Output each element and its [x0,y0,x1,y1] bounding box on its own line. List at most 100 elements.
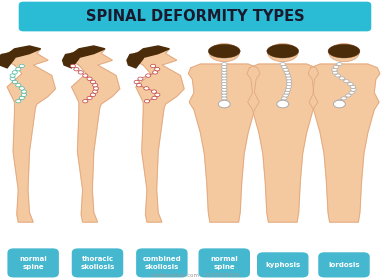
Ellipse shape [209,44,239,62]
Ellipse shape [222,97,227,100]
Text: lordosis: lordosis [328,262,360,268]
Ellipse shape [155,67,160,71]
Polygon shape [308,64,380,222]
Text: SPINAL DEFORMITY TYPES: SPINAL DEFORMITY TYPES [86,9,304,24]
Ellipse shape [134,80,139,84]
Ellipse shape [341,97,347,100]
Ellipse shape [339,77,345,80]
Ellipse shape [285,88,291,91]
FancyBboxPatch shape [19,2,371,31]
Ellipse shape [286,83,292,86]
Ellipse shape [90,80,96,84]
Ellipse shape [283,68,289,71]
Ellipse shape [329,44,359,62]
Ellipse shape [280,62,285,66]
Text: shutterstock.com · 2173375419: shutterstock.com · 2173375419 [151,273,239,278]
Ellipse shape [93,90,98,93]
FancyBboxPatch shape [257,252,308,277]
FancyBboxPatch shape [7,248,59,277]
Ellipse shape [286,80,292,83]
Ellipse shape [144,99,150,103]
Ellipse shape [78,71,83,74]
Ellipse shape [222,91,227,94]
Ellipse shape [267,44,299,58]
Ellipse shape [138,77,143,80]
Ellipse shape [346,94,351,97]
Ellipse shape [83,74,88,77]
Ellipse shape [333,100,346,108]
Polygon shape [247,64,319,222]
Ellipse shape [151,90,157,93]
Ellipse shape [286,77,291,80]
Ellipse shape [19,64,25,68]
Text: normal
spine: normal spine [210,256,238,270]
Ellipse shape [10,74,15,77]
Ellipse shape [16,67,21,71]
Text: kyphosis: kyphosis [265,262,300,268]
Ellipse shape [87,77,92,80]
Ellipse shape [284,91,290,94]
Ellipse shape [337,100,342,103]
Ellipse shape [277,100,289,108]
Ellipse shape [19,87,25,90]
Ellipse shape [222,100,227,103]
Ellipse shape [222,80,227,83]
Ellipse shape [12,71,18,74]
Ellipse shape [222,66,227,68]
Ellipse shape [222,77,227,80]
Polygon shape [127,53,143,68]
Polygon shape [63,53,79,68]
Polygon shape [135,46,169,58]
Polygon shape [136,49,184,222]
Ellipse shape [332,68,337,71]
FancyBboxPatch shape [136,248,188,277]
Ellipse shape [222,68,227,71]
Ellipse shape [328,44,360,58]
Ellipse shape [222,83,227,86]
Ellipse shape [344,80,349,83]
Ellipse shape [94,87,99,90]
Ellipse shape [74,67,79,71]
Ellipse shape [19,96,25,100]
Ellipse shape [222,94,227,97]
Ellipse shape [222,85,227,88]
FancyBboxPatch shape [72,248,123,277]
Ellipse shape [283,94,289,97]
Polygon shape [70,46,105,58]
Ellipse shape [222,62,227,66]
Ellipse shape [90,93,96,97]
Ellipse shape [286,85,291,88]
Ellipse shape [335,74,340,77]
Ellipse shape [145,74,151,77]
Ellipse shape [333,66,339,68]
Polygon shape [6,46,41,58]
Ellipse shape [87,96,92,100]
FancyBboxPatch shape [318,252,370,277]
Polygon shape [188,64,260,222]
Polygon shape [71,49,120,222]
Ellipse shape [222,71,227,74]
Ellipse shape [152,96,157,100]
Ellipse shape [349,91,355,94]
Ellipse shape [16,83,21,87]
Ellipse shape [282,66,287,68]
Polygon shape [0,53,14,68]
Text: thoracic
skoliosis: thoracic skoliosis [80,256,115,270]
Ellipse shape [284,71,290,74]
Ellipse shape [350,85,356,88]
Ellipse shape [83,99,88,103]
Ellipse shape [218,100,230,108]
Ellipse shape [10,77,15,80]
Ellipse shape [222,88,227,91]
Ellipse shape [70,64,75,68]
Ellipse shape [280,100,285,103]
Ellipse shape [136,83,142,87]
Ellipse shape [282,97,287,100]
Ellipse shape [21,90,27,93]
Ellipse shape [21,93,27,97]
Ellipse shape [337,62,342,66]
Ellipse shape [155,93,160,97]
Ellipse shape [222,74,227,77]
Ellipse shape [332,71,338,74]
Text: normal
spine: normal spine [19,256,47,270]
